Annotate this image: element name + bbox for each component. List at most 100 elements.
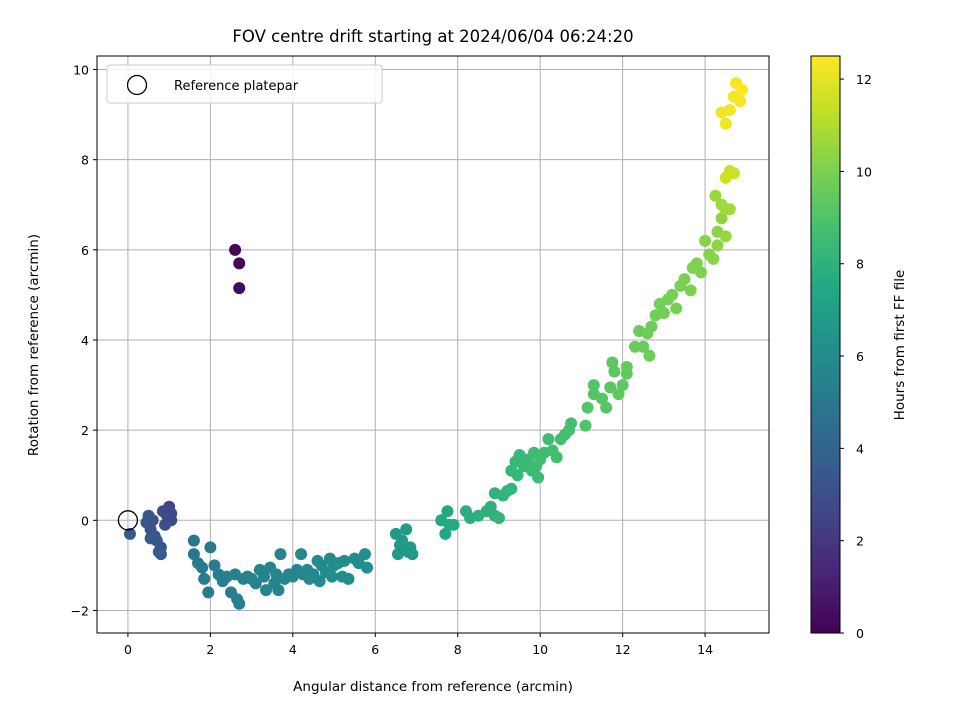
scatter-point — [511, 469, 524, 482]
scatter-point — [715, 212, 728, 225]
scatter-point — [187, 534, 200, 547]
scatter-point — [342, 572, 355, 585]
x-tick-label: 10 — [532, 642, 548, 657]
scatter-point — [620, 361, 633, 374]
scatter-point — [313, 575, 326, 588]
scatter-point — [159, 518, 172, 531]
scatter-point — [587, 379, 600, 392]
scatter-point — [406, 548, 419, 561]
y-tick-label: 2 — [81, 423, 89, 438]
legend: Reference platepar — [106, 64, 383, 104]
y-tick-label: 4 — [81, 333, 89, 348]
scatter-point — [550, 451, 563, 464]
reference-platepar-marker — [117, 510, 139, 531]
scatter-point — [274, 548, 287, 561]
scatter-point — [146, 514, 159, 527]
colorbar-tick-label: 12 — [856, 72, 872, 87]
scatter-point — [699, 234, 712, 247]
scatter-point — [447, 518, 460, 531]
scatter-point — [257, 570, 270, 583]
scatter-point — [600, 401, 613, 414]
scatter-point — [645, 320, 658, 333]
scatter-point — [272, 584, 285, 597]
scatter-point — [684, 284, 697, 297]
scatter-point — [233, 282, 246, 295]
scatter-point — [338, 554, 351, 567]
scatter-point — [202, 586, 215, 599]
scatter-point — [581, 401, 594, 414]
scatter-point — [694, 266, 707, 279]
x-tick-label: 8 — [454, 642, 462, 657]
y-axis: −2 0 2 4 6 8 10 — [71, 63, 97, 618]
scatter-point — [441, 505, 454, 518]
scatter-point — [233, 597, 246, 610]
x-tick-label: 2 — [206, 642, 214, 657]
scatter-point — [670, 302, 683, 315]
y-axis-label: Rotation from reference (arcmin) — [26, 234, 42, 456]
scatter-point — [727, 167, 740, 180]
x-axis: 0 2 4 6 8 10 12 14 — [124, 633, 713, 657]
x-tick-label: 14 — [697, 642, 713, 657]
scatter-point — [260, 584, 273, 597]
y-tick-label: −2 — [71, 603, 89, 618]
scatter-point — [657, 306, 670, 319]
y-tick-label: 0 — [81, 513, 89, 528]
scatter-point — [361, 561, 374, 574]
colorbar-tick-label: 8 — [856, 257, 864, 272]
scatter-point — [233, 257, 246, 270]
scatter-point — [723, 104, 736, 117]
colorbar-tick-label: 0 — [856, 626, 864, 641]
scatter-point — [612, 388, 625, 401]
y-tick-label: 8 — [81, 153, 89, 168]
x-tick-label: 4 — [289, 642, 297, 657]
scatter-point — [711, 239, 724, 252]
colorbar-tick-label: 2 — [856, 534, 864, 549]
scatter-point — [678, 273, 691, 286]
scatter-point — [734, 95, 747, 108]
y-tick-label: 10 — [73, 63, 89, 78]
scatter-point — [608, 365, 621, 378]
scatter-point — [596, 392, 609, 405]
scatter-point — [204, 541, 217, 554]
legend-reference-marker — [126, 74, 148, 96]
scatter-point — [532, 471, 545, 484]
colorbar-tick-label: 4 — [856, 441, 864, 456]
y-tick-label: 6 — [81, 243, 89, 258]
scatter-point — [606, 356, 619, 369]
scatter-point — [492, 512, 505, 525]
scatter-point — [719, 117, 732, 130]
scatter-point — [709, 189, 722, 202]
scatter-point — [400, 523, 413, 536]
scatter-point — [719, 230, 732, 243]
x-tick-label: 6 — [371, 642, 379, 657]
scatter-point — [505, 482, 518, 495]
grid — [97, 56, 769, 633]
colorbar-gradient — [810, 55, 841, 634]
chart-title: FOV centre drift starting at 2024/06/04 … — [232, 27, 633, 46]
legend-entry-label: Reference platepar — [174, 79, 299, 94]
scatter-point — [325, 570, 338, 583]
scatter-point — [666, 288, 679, 301]
scatter-point — [579, 419, 592, 432]
colorbar-label: Hours from first FF file — [892, 270, 908, 421]
x-tick-label: 12 — [615, 642, 631, 657]
scatter-point — [198, 572, 211, 585]
colorbar-tick-label: 6 — [856, 349, 864, 364]
scatter-point — [187, 548, 200, 561]
scatter-point — [196, 561, 209, 574]
scatter-point — [707, 252, 720, 265]
colorbar-tick-label: 10 — [856, 164, 872, 179]
scatter-point — [439, 527, 452, 540]
x-tick-label: 0 — [124, 642, 132, 657]
scatter-point — [616, 379, 629, 392]
scatter-point — [229, 243, 242, 256]
scatter-points — [123, 77, 749, 610]
colorbar: 0 2 4 6 8 10 12 Hours from first FF file — [810, 55, 908, 641]
scatter-point — [565, 417, 578, 430]
x-axis-label: Angular distance from reference (arcmin) — [293, 679, 573, 695]
scatter-point — [358, 548, 371, 561]
scatter-point — [208, 559, 221, 572]
scatter-point — [123, 527, 136, 540]
scatter-point — [723, 203, 736, 216]
